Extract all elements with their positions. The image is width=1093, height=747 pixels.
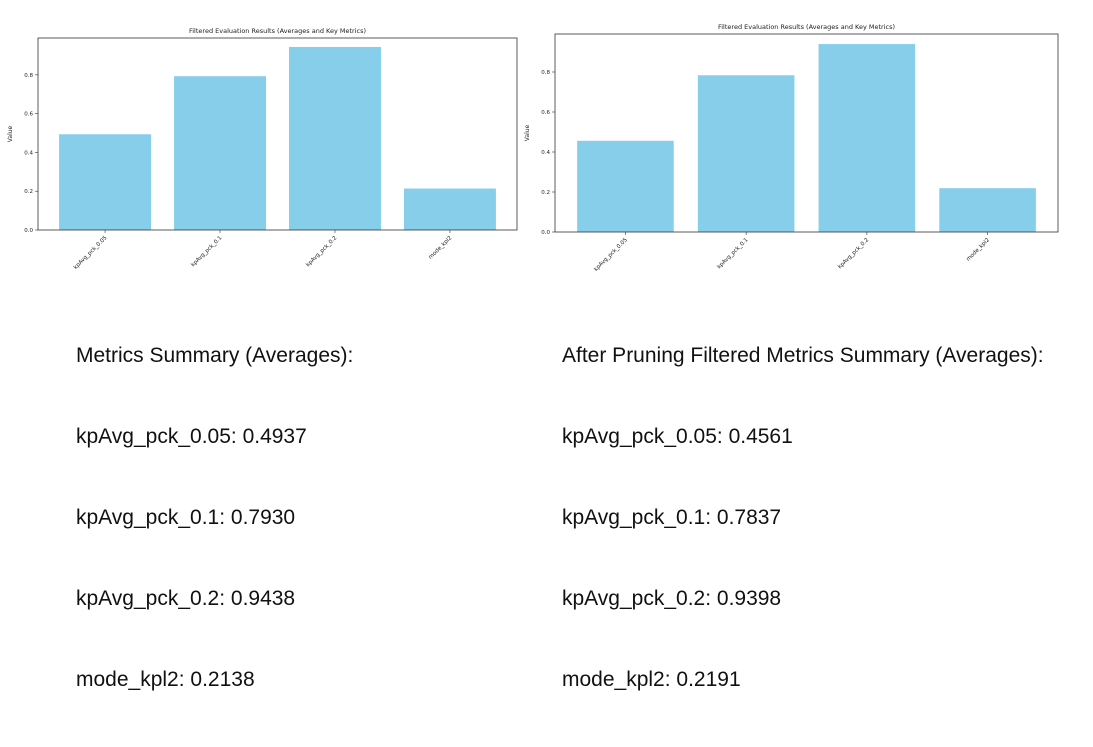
x-tick-label: kpAvg_pck_0.1 bbox=[190, 235, 223, 268]
summary-line: kpAvg_pck_0.2: 0.9398 bbox=[562, 587, 782, 610]
x-tick-label: kpAvg_pck_0.2 bbox=[837, 237, 870, 270]
y-tick-label: 0.2 bbox=[24, 189, 33, 195]
bar bbox=[939, 188, 1036, 232]
y-tick-label: 0.4 bbox=[24, 150, 33, 156]
y-tick-label: 0.6 bbox=[541, 110, 550, 116]
summary-line: mode_kpl2: 0.2138 bbox=[76, 668, 255, 691]
bar bbox=[288, 46, 381, 231]
summary-line: mode_kpl2: 0.2191 bbox=[562, 668, 741, 691]
x-tick-label: kpAvg_pck_0.2 bbox=[305, 235, 338, 268]
y-tick-label: 0.4 bbox=[541, 150, 550, 156]
x-tick-label: mode_kpl2 bbox=[428, 235, 454, 261]
bar bbox=[174, 76, 267, 231]
summary-heading: Metrics Summary (Averages): bbox=[76, 344, 354, 367]
y-tick-label: 0.2 bbox=[541, 190, 550, 196]
summary-heading: After Pruning Filtered Metrics Summary (… bbox=[562, 344, 1044, 367]
summary-line: kpAvg_pck_0.05: 0.4937 bbox=[76, 425, 307, 448]
right-panel: Filtered Evaluation Results (Averages an… bbox=[520, 0, 1093, 691]
summary-line: kpAvg_pck_0.1: 0.7837 bbox=[562, 506, 782, 529]
summary-line: kpAvg_pck_0.05: 0.4561 bbox=[562, 425, 793, 448]
summary-line: kpAvg_pck_0.2: 0.9438 bbox=[76, 587, 296, 610]
metrics-summary-right: After Pruning Filtered Metrics Summary (… bbox=[562, 288, 1044, 747]
y-axis-label: Value bbox=[7, 125, 14, 142]
x-tick-label: kpAvg_pck_0.05 bbox=[73, 235, 109, 271]
y-tick-label: 0.8 bbox=[24, 73, 33, 79]
x-tick-label: mode_kpl2 bbox=[965, 237, 991, 263]
y-tick-label: 0.0 bbox=[24, 228, 33, 234]
plot-frame bbox=[554, 33, 1059, 233]
bar bbox=[403, 188, 496, 230]
bar bbox=[59, 134, 152, 230]
plot-frame bbox=[37, 37, 518, 231]
y-tick-label: 0.6 bbox=[24, 112, 33, 118]
y-tick-label: 0.0 bbox=[541, 230, 550, 236]
y-tick-label: 0.8 bbox=[541, 70, 550, 76]
summary-line: kpAvg_pck_0.1: 0.7930 bbox=[76, 506, 296, 529]
left-panel: Filtered Evaluation Results (Averages an… bbox=[0, 0, 540, 691]
x-tick-label: kpAvg_pck_0.1 bbox=[716, 237, 749, 270]
x-tick-label: kpAvg_pck_0.05 bbox=[593, 237, 629, 273]
bar bbox=[818, 44, 916, 232]
bar-chart-right: Filtered Evaluation Results (Averages an… bbox=[524, 23, 1059, 273]
bar bbox=[577, 140, 674, 232]
y-axis-label: Value bbox=[524, 124, 531, 141]
bar-chart-left: Filtered Evaluation Results (Averages an… bbox=[7, 27, 518, 271]
chart-title: Filtered Evaluation Results (Averages an… bbox=[189, 27, 366, 35]
chart-title: Filtered Evaluation Results (Averages an… bbox=[718, 23, 895, 31]
metrics-summary-left: Metrics Summary (Averages): kpAvg_pck_0.… bbox=[76, 288, 353, 747]
bar bbox=[697, 75, 795, 232]
